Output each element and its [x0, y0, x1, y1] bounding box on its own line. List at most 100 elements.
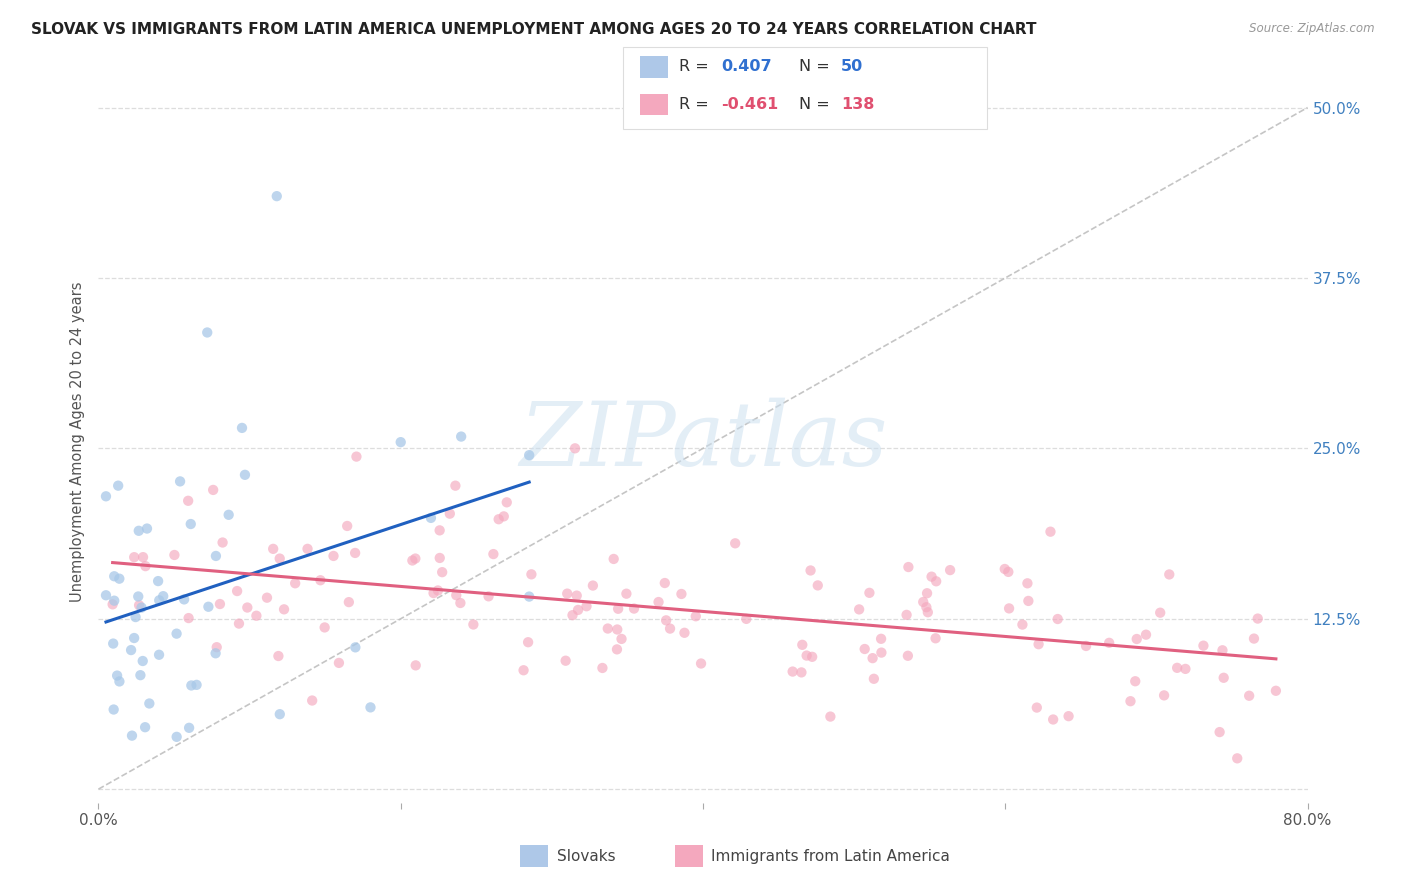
- Point: [671, 587, 693, 601]
- Point: [103, 702, 125, 716]
- Point: [211, 535, 233, 549]
- Text: Immigrants from Latin America: Immigrants from Latin America: [711, 849, 950, 863]
- Point: [108, 674, 131, 689]
- Point: [103, 636, 125, 650]
- Point: [205, 640, 228, 655]
- Point: [1074, 639, 1097, 653]
- Point: [799, 564, 821, 578]
- Point: [782, 665, 804, 679]
- Point: [517, 448, 540, 462]
- Point: [94, 489, 117, 503]
- Point: [924, 632, 946, 646]
- Point: [177, 611, 200, 625]
- Point: [801, 649, 824, 664]
- Point: [148, 593, 170, 607]
- Point: [1125, 632, 1147, 646]
- Point: [404, 551, 426, 566]
- Point: [226, 584, 249, 599]
- Point: [792, 638, 814, 652]
- Point: [610, 632, 633, 646]
- Point: [297, 541, 319, 556]
- Point: [623, 601, 645, 615]
- Point: [122, 550, 145, 565]
- Point: [105, 668, 128, 682]
- Point: [245, 608, 267, 623]
- Y-axis label: Unemployment Among Ages 20 to 24 years: Unemployment Among Ages 20 to 24 years: [70, 281, 86, 602]
- Point: [915, 600, 938, 615]
- Point: [166, 626, 188, 640]
- Point: [870, 632, 893, 646]
- Point: [136, 522, 159, 536]
- Point: [177, 493, 200, 508]
- Point: [269, 551, 291, 566]
- Point: [565, 589, 588, 603]
- Point: [1159, 567, 1181, 582]
- Point: [1017, 594, 1039, 608]
- Point: [1243, 632, 1265, 646]
- Point: [517, 590, 540, 604]
- Point: [422, 586, 444, 600]
- Point: [647, 595, 669, 609]
- Point: [134, 559, 156, 574]
- Point: [262, 541, 284, 556]
- Point: [344, 640, 367, 655]
- Point: [439, 507, 461, 521]
- Point: [1119, 694, 1142, 708]
- Point: [309, 574, 332, 588]
- Point: [1247, 611, 1270, 625]
- Point: [477, 590, 499, 604]
- Point: [492, 509, 515, 524]
- Text: Source: ZipAtlas.com: Source: ZipAtlas.com: [1250, 22, 1375, 36]
- Point: [146, 574, 169, 588]
- Point: [1098, 636, 1121, 650]
- Point: [103, 593, 125, 607]
- Point: [463, 617, 485, 632]
- Point: [735, 612, 758, 626]
- Point: [205, 549, 228, 563]
- Point: [1212, 671, 1234, 685]
- Point: [94, 588, 117, 602]
- Point: [132, 550, 155, 565]
- Point: [997, 565, 1019, 579]
- Point: [921, 569, 943, 583]
- Point: [337, 595, 360, 609]
- Point: [148, 648, 170, 662]
- Point: [724, 536, 747, 550]
- Point: [134, 720, 156, 734]
- Text: N =: N =: [799, 97, 835, 112]
- Point: [1237, 689, 1260, 703]
- Point: [807, 578, 830, 592]
- Point: [180, 516, 202, 531]
- Point: [430, 565, 453, 579]
- Point: [1211, 643, 1233, 657]
- Point: [520, 567, 543, 582]
- Point: [654, 576, 676, 591]
- Point: [450, 429, 472, 443]
- Point: [336, 519, 359, 533]
- Point: [591, 661, 613, 675]
- Text: R =: R =: [679, 97, 714, 112]
- Point: [208, 597, 231, 611]
- Point: [870, 646, 893, 660]
- Point: [659, 622, 682, 636]
- Point: [655, 613, 678, 627]
- Point: [998, 601, 1021, 615]
- Point: [596, 622, 619, 636]
- Point: [180, 678, 202, 692]
- Point: [179, 721, 201, 735]
- Point: [218, 508, 240, 522]
- Point: [197, 599, 219, 614]
- Text: R =: R =: [679, 60, 714, 74]
- Point: [429, 524, 451, 538]
- Point: [994, 562, 1017, 576]
- Point: [1123, 674, 1146, 689]
- Point: [673, 625, 696, 640]
- Point: [796, 648, 818, 663]
- Point: [449, 596, 471, 610]
- Point: [606, 642, 628, 657]
- Point: [607, 601, 630, 615]
- Point: [101, 598, 124, 612]
- Text: -0.461: -0.461: [721, 97, 779, 112]
- Point: [231, 421, 253, 435]
- Point: [138, 697, 160, 711]
